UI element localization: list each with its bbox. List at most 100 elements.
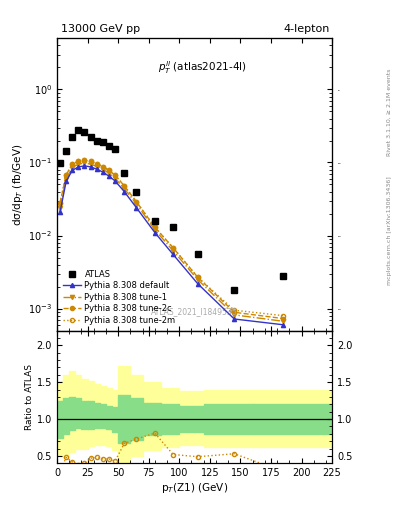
ATLAS <box>152 218 157 224</box>
ATLAS <box>171 224 176 230</box>
Pythia 8.308 tune-2c <box>281 315 286 322</box>
Pythia 8.308 default <box>64 178 68 184</box>
Y-axis label: Ratio to ATLAS: Ratio to ATLAS <box>25 364 34 430</box>
Line: Pythia 8.308 default: Pythia 8.308 default <box>58 164 285 327</box>
Pythia 8.308 tune-1 <box>64 176 68 182</box>
Pythia 8.308 tune-2c <box>134 199 139 205</box>
Text: 4-lepton: 4-lepton <box>284 24 330 34</box>
Pythia 8.308 default <box>88 164 93 170</box>
Pythia 8.308 default <box>195 281 200 287</box>
Line: Pythia 8.308 tune-1: Pythia 8.308 tune-1 <box>58 161 285 324</box>
Pythia 8.308 tune-2m <box>171 245 176 251</box>
Pythia 8.308 tune-1 <box>101 166 105 172</box>
Pythia 8.308 tune-2c <box>58 200 62 206</box>
ATLAS <box>64 148 68 155</box>
Text: Rivet 3.1.10, ≥ 2.1M events: Rivet 3.1.10, ≥ 2.1M events <box>387 69 391 156</box>
X-axis label: p$_T$(Z1) (GeV): p$_T$(Z1) (GeV) <box>161 481 228 495</box>
Y-axis label: dσ/dp$_T$ (fb/GeV): dσ/dp$_T$ (fb/GeV) <box>11 143 26 226</box>
Pythia 8.308 default <box>76 164 81 170</box>
Pythia 8.308 default <box>281 322 286 328</box>
ATLAS <box>122 170 127 176</box>
Pythia 8.308 tune-2m <box>58 200 62 206</box>
Line: Pythia 8.308 tune-2c: Pythia 8.308 tune-2c <box>58 158 285 321</box>
Pythia 8.308 tune-1 <box>232 312 237 318</box>
ATLAS <box>281 273 286 279</box>
Pythia 8.308 tune-2c <box>82 157 87 163</box>
Pythia 8.308 default <box>70 167 75 174</box>
ATLAS <box>101 139 105 145</box>
Pythia 8.308 tune-2c <box>88 158 93 164</box>
Pythia 8.308 default <box>152 229 157 236</box>
Pythia 8.308 tune-2c <box>94 161 99 167</box>
Pythia 8.308 tune-2m <box>70 161 75 167</box>
ATLAS <box>82 129 87 135</box>
Text: $p_T^{ll}$ (atlas2021-4l): $p_T^{ll}$ (atlas2021-4l) <box>158 59 247 76</box>
Pythia 8.308 tune-2m <box>134 199 139 205</box>
Pythia 8.308 default <box>134 205 139 211</box>
Pythia 8.308 tune-1 <box>113 175 118 181</box>
Pythia 8.308 tune-1 <box>88 161 93 167</box>
Pythia 8.308 tune-2m <box>232 307 237 313</box>
Pythia 8.308 default <box>82 163 87 169</box>
Line: ATLAS: ATLAS <box>57 127 286 293</box>
Pythia 8.308 default <box>101 169 105 175</box>
Pythia 8.308 tune-1 <box>171 248 176 254</box>
Pythia 8.308 tune-1 <box>70 164 75 170</box>
ATLAS <box>232 287 237 293</box>
Pythia 8.308 tune-1 <box>152 227 157 233</box>
Line: Pythia 8.308 tune-2m: Pythia 8.308 tune-2m <box>58 158 285 318</box>
Pythia 8.308 tune-2m <box>281 313 286 319</box>
Pythia 8.308 tune-1 <box>58 205 62 211</box>
Pythia 8.308 tune-1 <box>94 163 99 169</box>
Pythia 8.308 tune-2m <box>88 158 93 164</box>
Pythia 8.308 tune-1 <box>82 160 87 166</box>
Pythia 8.308 default <box>113 178 118 184</box>
ATLAS <box>134 188 139 195</box>
Legend: ATLAS, Pythia 8.308 default, Pythia 8.308 tune-1, Pythia 8.308 tune-2c, Pythia 8: ATLAS, Pythia 8.308 default, Pythia 8.30… <box>61 268 177 326</box>
Pythia 8.308 tune-2m <box>76 158 81 164</box>
Pythia 8.308 tune-2m <box>122 183 127 189</box>
Pythia 8.308 tune-2m <box>195 274 200 280</box>
ATLAS <box>94 137 99 143</box>
Text: 13000 GeV pp: 13000 GeV pp <box>61 24 140 34</box>
Pythia 8.308 tune-2c <box>70 161 75 167</box>
Pythia 8.308 tune-2c <box>195 274 200 280</box>
Pythia 8.308 tune-2c <box>107 167 111 174</box>
Pythia 8.308 tune-2c <box>113 172 118 178</box>
ATLAS <box>113 145 118 152</box>
Pythia 8.308 default <box>171 251 176 258</box>
ATLAS <box>76 127 81 134</box>
Pythia 8.308 tune-2m <box>107 167 111 174</box>
Pythia 8.308 tune-2c <box>122 183 127 189</box>
Pythia 8.308 tune-2c <box>64 172 68 178</box>
Pythia 8.308 tune-2c <box>152 224 157 230</box>
Pythia 8.308 tune-1 <box>76 161 81 167</box>
Pythia 8.308 default <box>107 173 111 179</box>
Pythia 8.308 tune-2m <box>94 161 99 167</box>
Pythia 8.308 tune-1 <box>107 170 111 177</box>
Pythia 8.308 tune-2m <box>152 224 157 230</box>
Pythia 8.308 default <box>58 209 62 215</box>
ATLAS <box>88 135 93 141</box>
Pythia 8.308 default <box>122 188 127 195</box>
Pythia 8.308 default <box>232 316 237 322</box>
Pythia 8.308 tune-2c <box>76 158 81 164</box>
Pythia 8.308 tune-2m <box>101 163 105 169</box>
Text: mcplots.cern.ch [arXiv:1306.3436]: mcplots.cern.ch [arXiv:1306.3436] <box>387 176 391 285</box>
Pythia 8.308 tune-2m <box>113 172 118 178</box>
ATLAS <box>70 134 75 140</box>
ATLAS <box>58 160 62 166</box>
ATLAS <box>195 251 200 258</box>
Pythia 8.308 tune-2c <box>232 309 237 315</box>
Pythia 8.308 tune-2c <box>171 245 176 251</box>
Pythia 8.308 tune-1 <box>195 276 200 283</box>
Text: ATLAS_2021_I1849535: ATLAS_2021_I1849535 <box>151 307 238 316</box>
Pythia 8.308 default <box>94 166 99 172</box>
Pythia 8.308 tune-2m <box>82 157 87 163</box>
Pythia 8.308 tune-2m <box>64 172 68 178</box>
ATLAS <box>107 142 111 148</box>
Pythia 8.308 tune-1 <box>122 185 127 191</box>
Pythia 8.308 tune-1 <box>281 318 286 324</box>
Pythia 8.308 tune-2c <box>101 163 105 169</box>
Pythia 8.308 tune-1 <box>134 201 139 207</box>
